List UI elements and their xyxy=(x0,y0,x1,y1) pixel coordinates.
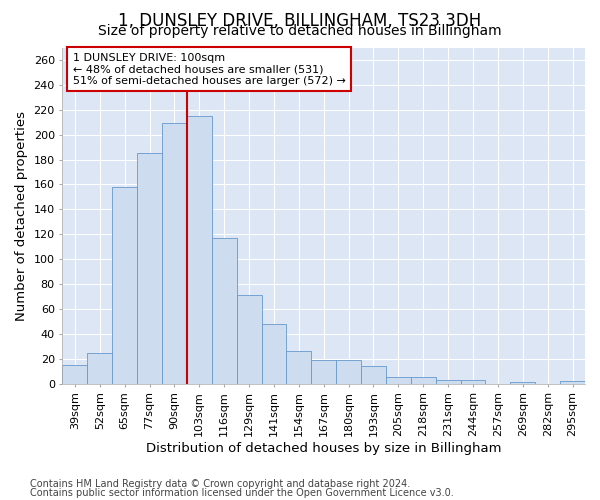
Bar xyxy=(112,187,137,384)
Bar xyxy=(336,360,361,384)
X-axis label: Distribution of detached houses by size in Billingham: Distribution of detached houses by size … xyxy=(146,442,502,455)
Bar xyxy=(311,360,336,384)
Bar xyxy=(88,352,112,384)
Bar xyxy=(236,296,262,384)
Text: Contains public sector information licensed under the Open Government Licence v3: Contains public sector information licen… xyxy=(30,488,454,498)
Text: 1 DUNSLEY DRIVE: 100sqm
← 48% of detached houses are smaller (531)
51% of semi-d: 1 DUNSLEY DRIVE: 100sqm ← 48% of detache… xyxy=(73,52,346,86)
Bar xyxy=(137,154,162,384)
Text: Size of property relative to detached houses in Billingham: Size of property relative to detached ho… xyxy=(98,24,502,38)
Bar xyxy=(361,366,386,384)
Bar xyxy=(411,378,436,384)
Bar xyxy=(286,352,311,384)
Text: Contains HM Land Registry data © Crown copyright and database right 2024.: Contains HM Land Registry data © Crown c… xyxy=(30,479,410,489)
Bar xyxy=(262,324,286,384)
Bar xyxy=(212,238,236,384)
Bar xyxy=(560,381,585,384)
Bar xyxy=(461,380,485,384)
Text: 1, DUNSLEY DRIVE, BILLINGHAM, TS23 3DH: 1, DUNSLEY DRIVE, BILLINGHAM, TS23 3DH xyxy=(118,12,482,30)
Bar xyxy=(187,116,212,384)
Bar xyxy=(162,124,187,384)
Bar xyxy=(436,380,461,384)
Bar xyxy=(62,365,88,384)
Bar xyxy=(511,382,535,384)
Y-axis label: Number of detached properties: Number of detached properties xyxy=(15,110,28,320)
Bar xyxy=(386,378,411,384)
